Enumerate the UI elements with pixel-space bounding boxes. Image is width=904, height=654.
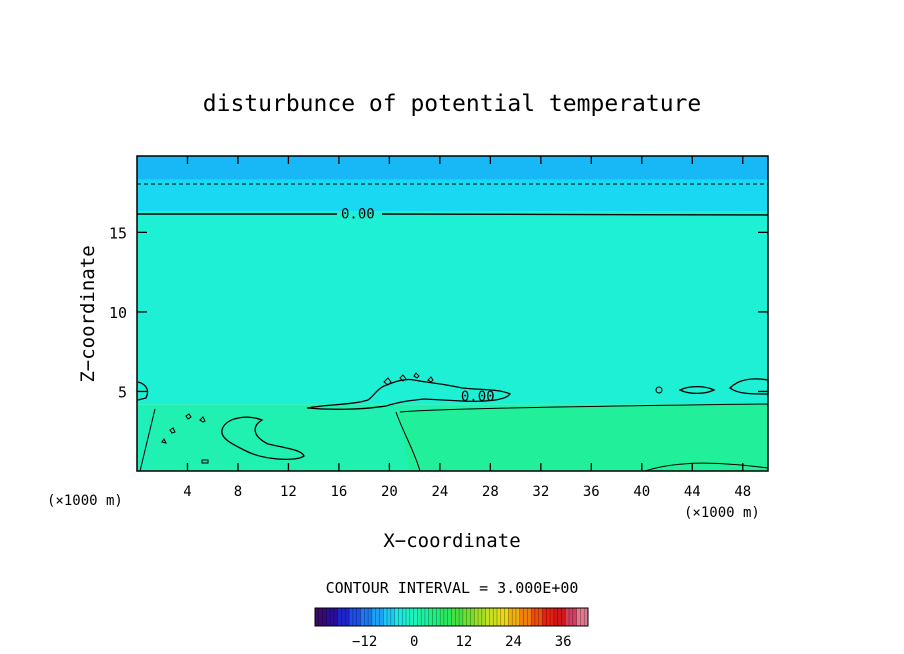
x-tick-label: 20	[381, 484, 398, 500]
x-tick-label: 24	[431, 484, 448, 500]
colorbar-swatch	[326, 608, 339, 626]
band-1	[137, 179, 768, 212]
x-unit-left: (×1000 m)	[47, 493, 123, 509]
contour-label: 0.00	[341, 206, 375, 222]
colorbar-swatch	[542, 608, 555, 626]
chart-title: disturbunce of potential temperature	[203, 91, 702, 117]
plot-frame	[136, 155, 769, 472]
colorbar-swatch	[428, 608, 441, 626]
colorbar-tick-label: 36	[555, 634, 572, 650]
colorbar-swatch	[531, 608, 543, 626]
colorbar-swatch	[576, 608, 589, 626]
warm-pocket	[398, 404, 768, 471]
colorbar-swatch	[565, 608, 578, 626]
contour-small-cells	[161, 372, 663, 464]
contour-lines	[137, 183, 769, 472]
band-2	[137, 211, 768, 405]
x-unit-right: (×1000 m)	[684, 505, 760, 521]
colorbar-swatch	[519, 608, 532, 626]
colorbar-tick-label: −12	[352, 634, 377, 650]
contour-line-blob	[221, 416, 305, 460]
colorbar-swatch	[440, 608, 452, 626]
y-tick-label: 5	[118, 383, 127, 401]
colorbar-swatch	[315, 608, 327, 626]
x-tick-label: 4	[183, 484, 191, 500]
x-tick-label: 32	[532, 484, 549, 500]
colorbar-tick-label: 12	[455, 634, 472, 650]
y-axis-label: Z−coordinate	[77, 245, 99, 382]
x-tick-label: 36	[583, 484, 600, 500]
colorbar-swatch	[474, 608, 487, 626]
colorbar-swatch	[360, 608, 373, 626]
field-shading	[137, 404, 768, 471]
x-tick-label: 12	[280, 484, 297, 500]
contour-line-upper	[137, 213, 769, 216]
colorbar-swatch	[349, 608, 361, 626]
colorbar-frame	[314, 607, 589, 627]
x-tick-label: 44	[684, 484, 701, 500]
colorbar-swatch	[451, 608, 464, 626]
colorbar-tick-labels: −12 0 12 24 36	[352, 634, 572, 650]
lower-left-pocket	[137, 408, 155, 471]
x-tick-label: 8	[234, 484, 242, 500]
x-tick-label: 28	[482, 484, 499, 500]
colorbar-swatch	[406, 608, 418, 626]
contour-line-warm	[139, 403, 769, 472]
x-tick-label: 16	[330, 484, 347, 500]
colorbar-swatch	[485, 608, 498, 626]
contour-line-mid	[306, 378, 511, 410]
y-axis-ticks: 5 10 15	[109, 224, 768, 401]
colorbar-swatch	[394, 608, 407, 626]
band-0	[137, 156, 768, 180]
x-tick-label: 48	[734, 484, 751, 500]
contour-label: 0.00	[461, 389, 495, 405]
colorbar-swatch	[497, 608, 509, 626]
colorbar	[314, 607, 589, 627]
colorbar-swatch	[383, 608, 396, 626]
y-tick-label: 15	[109, 224, 127, 242]
colorbar-swatch	[371, 608, 384, 626]
x-tick-label: 40	[633, 484, 650, 500]
x-axis-ticks: 4 8 12 16 20 24 28 32 36 40 44 48	[183, 156, 751, 500]
colorbar-swatch	[337, 608, 350, 626]
colorbar-tick-label: 24	[505, 634, 522, 650]
colorbar-swatch	[462, 608, 475, 626]
y-tick-label: 10	[109, 304, 127, 322]
colorbar-swatch	[553, 608, 566, 626]
contour-labels: 0.00 0.00	[341, 206, 495, 405]
x-axis-label: X−coordinate	[383, 530, 520, 552]
colorbar-tick-label: 0	[410, 634, 418, 650]
contour-interval-label: CONTOUR INTERVAL = 3.000E+00	[326, 579, 579, 597]
colorbar-swatch	[417, 608, 430, 626]
colorbar-swatch	[508, 608, 521, 626]
